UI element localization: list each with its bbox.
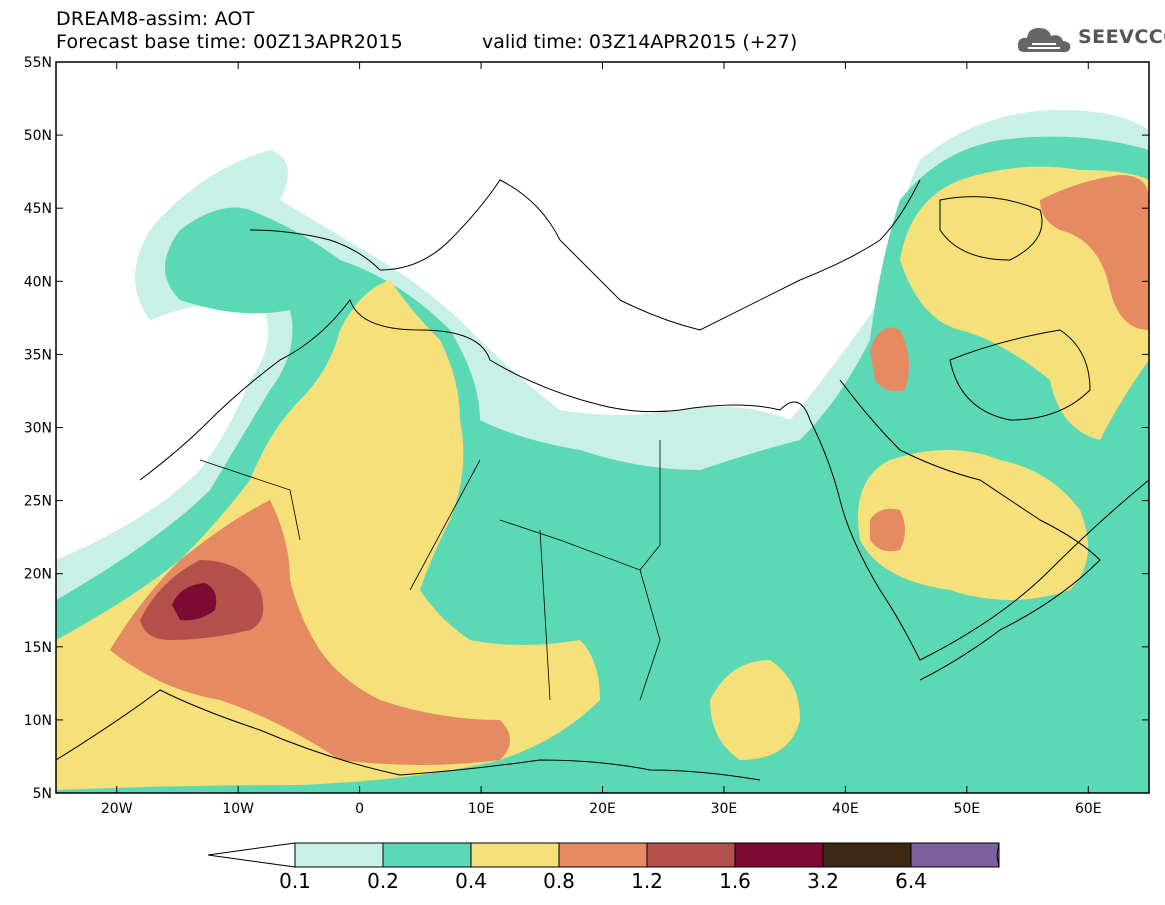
lat-label: 5N [33,786,52,802]
colorbar-label: 1.2 [631,869,663,893]
cloud-icon [1017,28,1071,53]
lon-label: 50E [953,801,980,817]
lon-label: 40E [832,801,859,817]
seevccc-logo: SEEVCCC [1016,22,1165,56]
lat-label: 45N [24,201,52,217]
map-title: DREAM8-assim: AOT [56,8,255,30]
coastlines [56,179,1149,781]
colorbar: 0.1 0.2 0.4 0.8 1.2 1.6 3.2 6.4 [207,842,1000,893]
lon-label: 20W [101,801,133,817]
lon-label: 0 [355,801,364,817]
aot-contour-1-6 [172,583,217,621]
coastline-west-africa [139,298,1149,661]
map-axes: 55N 50N 45N 40N 35N 30N 25N 20N 15N 10N 5N 20W 10W 0 1… [24,55,1149,817]
border-lines [199,440,661,701]
lat-label: 20N [24,567,52,583]
colorbar-bin [910,842,1000,868]
lat-label: 15N [24,640,52,656]
lon-label: 10W [222,801,254,817]
coastline-caspian [949,329,1091,421]
forecast-base-time: Forecast base time: 00Z13APR2015 [56,31,403,53]
coastline-gulf-of-guinea [56,689,761,781]
colorbar-label: 0.1 [279,869,311,893]
lat-label: 55N [24,55,52,71]
colorbar-label: 6.4 [895,869,927,893]
aot-contour-0-8 [870,327,909,392]
colorbar-bin [470,842,560,868]
aot-contour-0-4 [858,450,1088,600]
lat-label: 30N [24,421,52,437]
colorbar-bin [382,842,472,868]
colorbar-label: 1.6 [719,869,751,893]
lon-label: 30E [711,801,738,817]
colorbar-label: 0.4 [455,869,487,893]
colorbar-bin [734,842,824,868]
coastline-black-sea [939,196,1043,261]
colorbar-bin [558,842,648,868]
aot-field [56,110,1149,793]
lat-label: 35N [24,347,52,363]
colorbar-label: 0.8 [543,869,575,893]
lon-label: 10E [468,801,495,817]
logo-text: SEEVCCC [1078,26,1165,48]
lat-label: 40N [24,274,52,290]
colorbar-label: 3.2 [807,869,839,893]
coastline-arabia [839,379,1101,681]
aot-contour-0-4 [710,660,800,760]
coastline-europe [249,179,921,331]
colorbar-underflow [207,842,296,868]
lat-label: 50N [24,128,52,144]
lat-label: 25N [24,494,52,510]
lon-label: 60E [1075,801,1102,817]
lon-label: 20E [589,801,616,817]
colorbar-bin [294,842,384,868]
lat-label: 10N [24,713,52,729]
colorbar-label: 0.2 [367,869,399,893]
colorbar-bin [646,842,736,868]
colorbar-overflow [996,842,1000,868]
aot-contour-0-8 [1040,175,1149,330]
colorbar-bin [822,842,912,868]
aot-contour-0-8 [870,508,905,552]
forecast-valid-time: valid time: 03Z14APR2015 (+27) [482,31,798,53]
